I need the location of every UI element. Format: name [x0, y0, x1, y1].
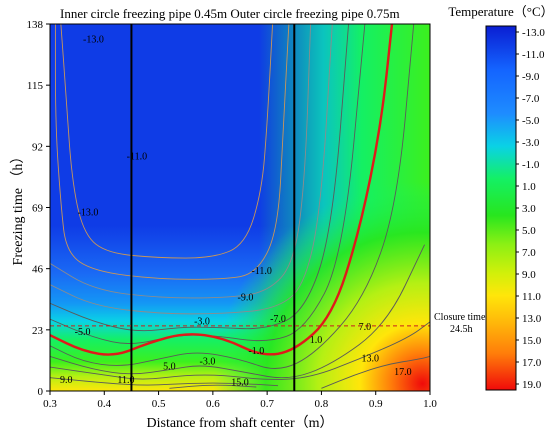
contour-line [321, 355, 430, 389]
contour-line [54, 24, 290, 280]
contour-label: 7.0 [359, 322, 372, 333]
x-tick-label: 0.5 [152, 398, 166, 410]
contour-line [50, 24, 333, 315]
contour-label: -5.0 [75, 327, 91, 338]
colorbar-label: -9.0 [522, 71, 540, 83]
x-axis-title: Distance from shaft center（m） [147, 415, 334, 431]
y-tick-label: 69 [32, 203, 44, 215]
closure-label-line: 24.5h [450, 324, 473, 335]
colorbar-label: -11.0 [522, 49, 545, 61]
colorbar: Temperature（°C） -13.0 -11.0 -9.0 -7.0 -5.0 -3.… [448, 4, 550, 391]
x-tick-label: 0.6 [206, 398, 220, 410]
x-tick-label: 0.4 [97, 398, 111, 410]
plot-area: Closure time 24.5h -13.0 -11.0 -13.0 -11.0 -9.… [50, 24, 486, 391]
y-tick-label: 138 [27, 19, 44, 31]
y-tick-label: 0 [38, 386, 44, 398]
colorbar-title: Temperature（°C） [448, 4, 550, 19]
x-tick-label: 0.8 [315, 398, 329, 410]
colorbar-label: 5.0 [522, 225, 536, 237]
colorbar-label: 15.0 [522, 335, 542, 347]
axes: 0.3 0.4 0.5 0.6 0.7 0.8 0.9 1.0 0 23 46 69 92 115 138 D… [10, 19, 437, 431]
contour-line [50, 24, 415, 369]
colorbar-label: 7.0 [522, 247, 536, 259]
contour-label: -7.0 [270, 314, 286, 325]
colorbar-gradient [485, 25, 517, 391]
closure-label: Closure time 24.5h [434, 312, 486, 335]
contour-label: 17.0 [394, 367, 412, 378]
contour-label: -3.0 [194, 317, 210, 328]
colorbar-label: 13.0 [522, 313, 542, 325]
colorbar-label: 3.0 [522, 203, 536, 215]
colorbar-label: 17.0 [522, 357, 542, 369]
y-tick-label: 115 [27, 80, 44, 92]
contour-label: -9.0 [238, 293, 254, 304]
contour-line [50, 24, 350, 332]
colorbar-label: 19.0 [522, 379, 542, 391]
x-tick-label: 0.3 [43, 398, 57, 410]
y-tick-label: 23 [32, 325, 44, 337]
y-tick-label: 92 [32, 141, 43, 153]
contour-line [50, 377, 279, 387]
colorbar-label: -3.0 [522, 137, 540, 149]
contour-line [50, 24, 312, 299]
contour-label: -13.0 [83, 35, 104, 46]
contour-label: 9.0 [60, 375, 73, 386]
contour-label: -1.0 [248, 346, 264, 357]
colorbar-label: 1.0 [522, 181, 536, 193]
x-tick-label: 0.9 [369, 398, 383, 410]
contour-label: 5.0 [163, 362, 176, 373]
y-axis-title: Freezing time （h） [10, 150, 26, 266]
contour-label: -3.0 [200, 356, 216, 367]
contour-line [50, 321, 430, 380]
colorbar-label: 9.0 [522, 269, 536, 281]
colorbar-label: 11.0 [522, 291, 541, 303]
field-hot-corner [50, 24, 430, 391]
closure-label-line: Closure time [434, 312, 486, 323]
colorbar-label: -1.0 [522, 159, 540, 171]
contour-line [50, 244, 425, 379]
colorbar-label: -13.0 [522, 27, 545, 39]
contour-line [50, 24, 394, 356]
x-tick-label: 1.0 [423, 398, 437, 410]
colorbar-label: -5.0 [522, 115, 540, 127]
colorbar-label: -7.0 [522, 93, 540, 105]
chart-title: Inner circle freezing pipe 0.45m Outer c… [60, 6, 400, 21]
contour-label: -11.0 [127, 152, 147, 163]
contour-label: 15.0 [231, 378, 249, 389]
contour-label: 13.0 [362, 354, 380, 365]
contour-line [169, 384, 257, 389]
contour-lines [50, 24, 430, 389]
contour-label: -13.0 [78, 207, 99, 218]
temperature-field [50, 24, 430, 391]
contour-label: 11.0 [117, 375, 134, 386]
x-tick-label: 0.7 [260, 398, 274, 410]
y-tick-label: 46 [32, 264, 44, 276]
contour-label: -11.0 [251, 266, 271, 277]
contour-label: 1.0 [310, 335, 323, 346]
